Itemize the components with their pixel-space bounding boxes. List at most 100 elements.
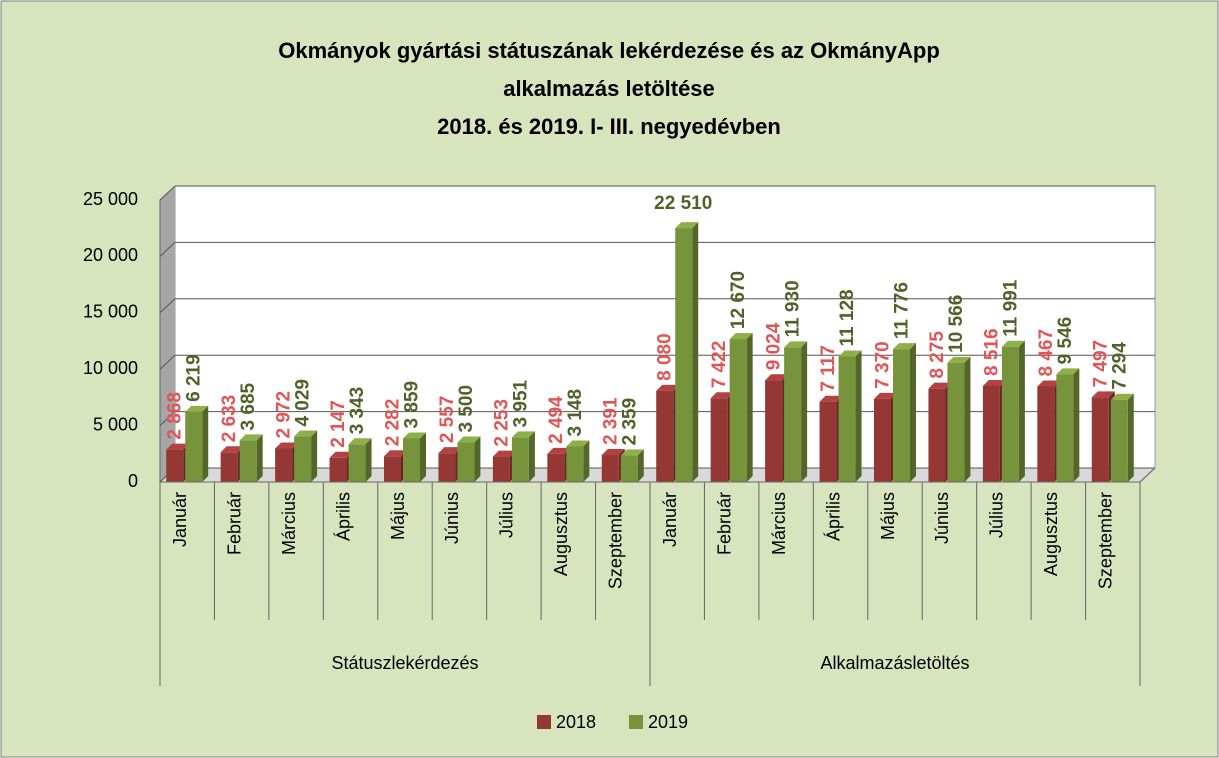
data-label: 2 972: [274, 391, 295, 439]
bar-face: [620, 455, 638, 482]
bar-face: [185, 405, 209, 412]
data-label: 7 117: [818, 345, 839, 392]
data-label: 9 024: [764, 322, 785, 370]
bar-face: [457, 442, 475, 482]
bar-face: [746, 333, 753, 482]
bar-face: [928, 382, 952, 389]
bar-face: [329, 451, 353, 458]
bar-face: [329, 457, 347, 482]
bar-face: [403, 432, 426, 439]
bar: [620, 449, 644, 482]
bar-face: [365, 438, 372, 482]
legend-swatch: [537, 715, 551, 729]
bar-face: [438, 453, 456, 482]
bar-face: [220, 446, 244, 453]
bar-face: [166, 443, 190, 450]
bar-face: [1073, 368, 1080, 482]
x-tick-label: Szeptember: [606, 492, 626, 589]
bar-face: [838, 356, 856, 482]
bar: [185, 405, 209, 482]
bar-face: [547, 447, 571, 454]
x-tick-label: Március: [769, 492, 789, 555]
data-label: 8 080: [655, 333, 676, 381]
bar-face: [710, 392, 734, 399]
bar: [1001, 340, 1025, 482]
legend-swatch: [629, 715, 643, 729]
bar-face: [239, 440, 257, 482]
chart-title: alkalmazás letöltése: [503, 76, 715, 101]
legend-label: 2019: [648, 712, 688, 732]
group-label: Státuszlekérdezés: [331, 653, 478, 673]
chart-title: Okmányok gyártási státuszának lekérdezés…: [278, 38, 940, 63]
data-label: 2 391: [600, 397, 621, 445]
data-label: 9 546: [1055, 317, 1076, 365]
data-label: 3 859: [402, 381, 423, 429]
bar: [784, 341, 808, 482]
data-label: 3 685: [238, 382, 259, 430]
bar-face: [874, 392, 897, 399]
data-label: 2 557: [437, 396, 458, 444]
grid-line: [159, 242, 176, 257]
grid-line: [159, 354, 176, 370]
y-tick-label: 15 000: [83, 302, 138, 322]
x-tick-label: Május: [388, 492, 408, 540]
bar: [403, 432, 426, 482]
data-label: 2 494: [546, 396, 567, 444]
data-label: 7 370: [873, 341, 894, 389]
bar-face: [1056, 374, 1074, 482]
chart-title: 2018. és 2019. I- III. negyedévben: [437, 114, 781, 139]
bar-face: [947, 356, 971, 363]
bar-face: [1001, 346, 1019, 482]
data-label: 7 422: [709, 341, 730, 389]
data-label: 2 633: [219, 395, 240, 443]
bar-face: [438, 447, 462, 454]
bar-face: [675, 222, 699, 229]
bar-face: [1127, 393, 1134, 482]
bar-face: [185, 411, 203, 482]
bar-face: [348, 438, 372, 445]
x-tick-label: Április: [333, 492, 353, 541]
x-tick-label: Augusztus: [551, 492, 571, 576]
bar-face: [1110, 393, 1134, 400]
bar-face: [801, 341, 808, 482]
bar-face: [474, 436, 481, 482]
bar-face: [1018, 340, 1025, 482]
bar-face: [384, 450, 407, 457]
bar-face: [601, 449, 625, 456]
bar: [675, 222, 699, 482]
data-label: 8 275: [927, 331, 948, 379]
legend-label: 2018: [556, 712, 596, 732]
grid-line: [159, 411, 176, 426]
x-tick-label: Május: [878, 492, 898, 540]
data-label: 11 930: [783, 280, 804, 337]
data-label: 3 951: [510, 379, 531, 427]
x-tick-label: Március: [279, 492, 299, 555]
bar-face: [874, 398, 891, 482]
bar-face: [620, 449, 644, 456]
y-tick-label: 25 000: [83, 189, 138, 209]
bar-face: [511, 431, 535, 438]
bar-face: [601, 455, 619, 482]
bar-face: [765, 380, 783, 482]
data-label: 4 029: [293, 379, 314, 427]
bar-face: [202, 405, 209, 482]
data-label: 2 359: [619, 398, 640, 446]
bar-face: [492, 450, 516, 457]
bar-face: [1091, 391, 1115, 398]
data-label: 3 343: [347, 387, 368, 435]
data-label: 2 147: [328, 400, 349, 448]
bar-face: [656, 390, 674, 482]
bar: [1110, 393, 1134, 482]
x-axis: [1139, 467, 1156, 483]
data-label: 22 510: [654, 193, 712, 214]
bar-face: [893, 343, 916, 350]
data-label: 8 516: [981, 328, 1002, 376]
bar-face: [855, 350, 862, 482]
grid-line: [159, 185, 176, 201]
bar-face: [256, 434, 263, 482]
data-label: 8 467: [1036, 329, 1057, 377]
bar-face: [1001, 340, 1025, 347]
bar: [947, 356, 971, 482]
bar-face: [637, 449, 644, 482]
